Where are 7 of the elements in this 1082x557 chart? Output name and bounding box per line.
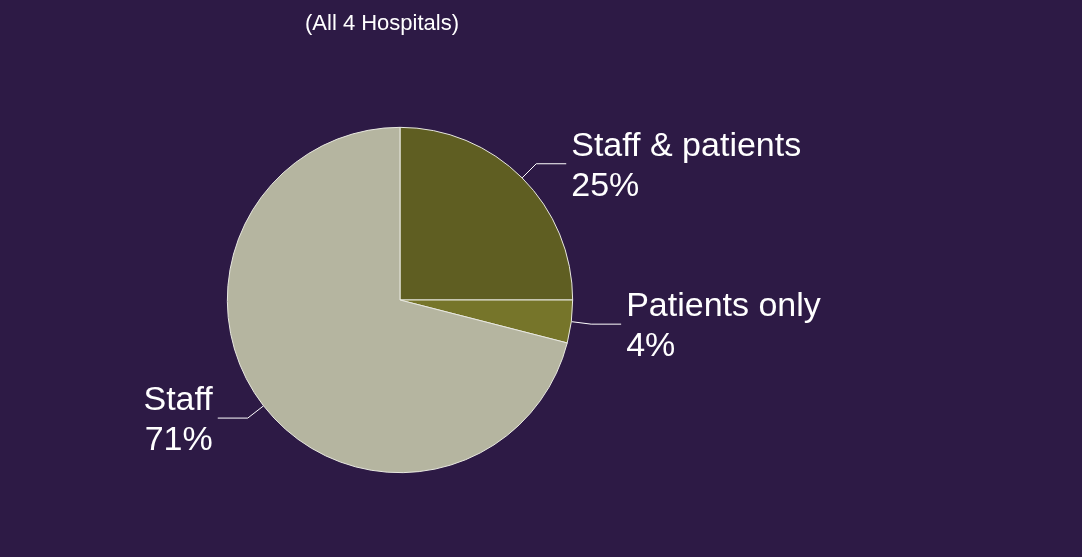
data-label: 25% — [571, 164, 640, 203]
chart-subtitle: (All 4 Hospitals) — [305, 9, 460, 35]
slice-label: Staff — [143, 379, 214, 418]
data-label: 71% — [144, 419, 213, 458]
slice-label: Patients only — [626, 285, 821, 324]
data-label: 4% — [626, 325, 676, 364]
slice-label: Staff & patients — [571, 124, 802, 163]
